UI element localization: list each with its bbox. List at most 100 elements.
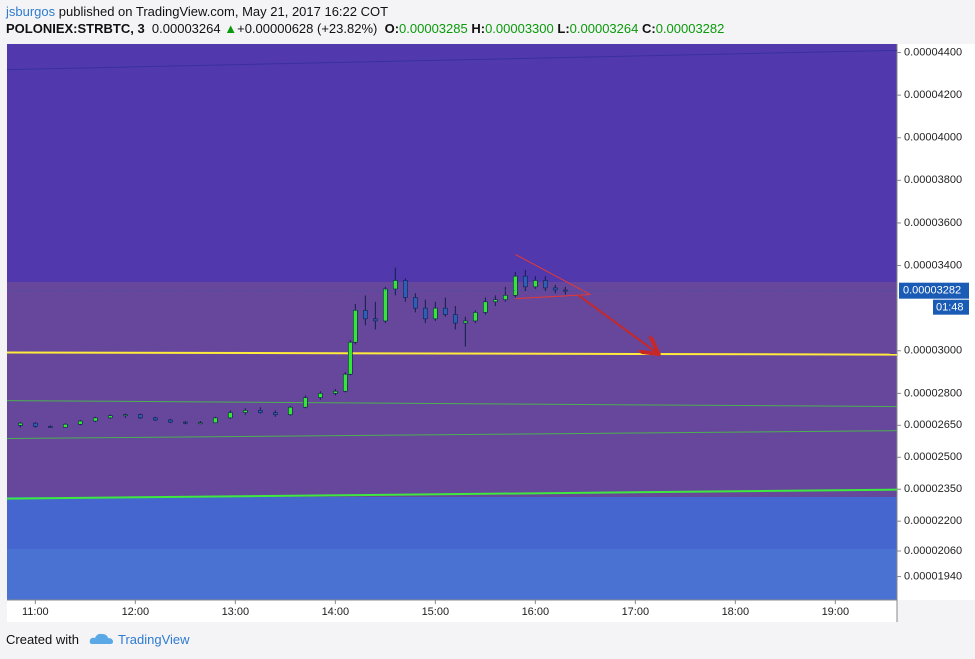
candle-body <box>198 422 203 425</box>
x-tick-label: 15:00 <box>422 606 450 618</box>
y-tick-label: 0.00003400 <box>904 259 962 271</box>
candle-body <box>363 309 368 320</box>
y-tick-label: 0.00003800 <box>904 174 962 186</box>
o-label: O: <box>384 21 400 36</box>
candle-body <box>183 421 188 424</box>
header-line-2: POLONIEX:STRBTC, 3 0.00003264 ▲+0.000006… <box>6 20 724 37</box>
y-tick-label: 0.00003600 <box>904 217 962 229</box>
last-price-box <box>899 282 969 299</box>
candle-body <box>318 393 323 398</box>
candle-body <box>18 422 23 426</box>
x-tick-label: 14:00 <box>322 606 350 618</box>
candle-body <box>443 307 448 315</box>
author[interactable]: jsburgos <box>6 4 56 19</box>
o: 0.00003285 <box>399 21 468 36</box>
published: published on TradingView.com, May 21, 20… <box>58 4 389 19</box>
change: +0.00000628 (+23.82%) <box>237 21 378 36</box>
y-tick-label: 0.00002800 <box>904 387 962 399</box>
symbol: POLONIEX:STRBTC, 3 <box>6 21 145 36</box>
last: 0.00003264 <box>151 21 221 36</box>
candle-body <box>493 299 498 303</box>
l: 0.00003264 <box>569 21 639 36</box>
candle-body <box>503 295 508 300</box>
countdown-box <box>933 299 969 315</box>
candle-body <box>273 412 278 415</box>
x-tick-label: 11:00 <box>22 606 49 618</box>
candle-body <box>463 320 468 324</box>
chart: 0.00004400 0.00004200 0.00004000 0.00003800… <box>6 44 975 622</box>
trend-line <box>515 294 591 300</box>
candle-body <box>303 397 308 408</box>
candle-body <box>243 410 248 413</box>
band-upper <box>7 44 897 282</box>
arrow <box>578 294 657 353</box>
y-tick-label: 0.00003000 <box>904 345 962 357</box>
candle-body <box>533 280 538 288</box>
trend-line <box>6 351 898 356</box>
y-tick-label: 0.00002060 <box>904 545 962 557</box>
candle-body <box>473 312 478 322</box>
candle-body <box>543 280 548 289</box>
band-bottom <box>7 549 897 600</box>
brand[interactable]: TradingView <box>118 632 190 647</box>
candle-body <box>288 406 293 415</box>
candle-body <box>403 280 408 298</box>
y-tick-label: 0.00004000 <box>904 132 962 144</box>
candle-body <box>213 417 218 424</box>
y-tick-label: 0.00002200 <box>904 515 962 527</box>
h-label: H: <box>471 21 486 36</box>
candle-body <box>343 373 348 392</box>
candle-body <box>553 287 558 291</box>
candle-body <box>123 414 128 417</box>
trend-line <box>515 254 591 295</box>
trend-line <box>6 488 898 500</box>
y-tick-label: 0.00004400 <box>904 46 962 58</box>
trend-line <box>6 49 898 71</box>
x-tick-label: 19:00 <box>822 606 850 618</box>
candle-body <box>383 288 388 322</box>
time-axis <box>7 600 897 622</box>
logo <box>89 633 113 644</box>
c-label: C: <box>641 21 656 36</box>
candle-body <box>513 275 518 296</box>
candle-body <box>63 423 68 428</box>
candle-body <box>423 307 428 320</box>
y-tick-label: 0.00004200 <box>904 89 962 101</box>
x-tick-label: 13:00 <box>222 606 250 618</box>
x-tick-label: 16:00 <box>522 606 550 618</box>
candle-body <box>353 309 358 343</box>
created: Created with <box>6 632 79 647</box>
candle-body <box>48 426 53 428</box>
candle-body <box>108 415 113 419</box>
candle-body <box>153 417 158 421</box>
candle-body <box>138 414 143 419</box>
candle-body <box>228 412 233 419</box>
c: 0.00003282 <box>655 21 725 36</box>
countdown: 01:48 <box>936 302 964 314</box>
candle-body <box>93 417 98 422</box>
x-tick-label: 17:00 <box>622 606 650 618</box>
trend-line <box>6 430 898 440</box>
candle-body <box>523 275 528 288</box>
x-tick-label: 12:00 <box>122 606 150 618</box>
last-price-label: 0.00003282 <box>903 285 961 297</box>
candle-body <box>413 297 418 309</box>
candle-body <box>373 318 378 322</box>
candle-body <box>393 280 398 290</box>
header: jsburgos published on TradingView.com, M… <box>6 3 724 37</box>
candle-body <box>433 307 438 320</box>
trend-line <box>6 400 898 408</box>
header-line-1: jsburgos published on TradingView.com, M… <box>6 3 724 20</box>
y-tick-label: 0.00002350 <box>904 483 962 495</box>
candle-body <box>258 410 263 413</box>
candle-body <box>453 314 458 324</box>
candle-body <box>483 301 488 313</box>
candle-body <box>33 422 38 427</box>
x-tick-label: 18:00 <box>722 606 750 618</box>
y-tick-label: 0.00001940 <box>904 570 962 582</box>
y-tick-label: 0.00002650 <box>904 419 962 431</box>
y-tick-label: 0.00002500 <box>904 451 962 463</box>
footer: Created with TradingView <box>6 632 190 647</box>
candle-body <box>168 419 173 423</box>
